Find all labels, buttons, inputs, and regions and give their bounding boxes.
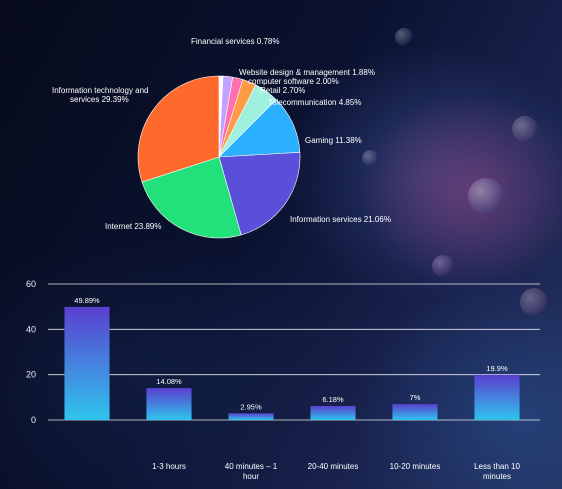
bar bbox=[392, 404, 438, 420]
pie-label: computer software 2.00% bbox=[248, 77, 339, 86]
bar bbox=[64, 306, 110, 420]
pie-label: Internet 23.89% bbox=[105, 222, 161, 231]
bar-value-label: 19.9% bbox=[486, 364, 508, 373]
pie-label: Gaming 11.38% bbox=[305, 136, 362, 145]
bar-chart: 0 20 40 60 49.89% 14.08% 1-3 hours 2.95% 40 minu… bbox=[26, 279, 540, 481]
bar-value-label: 6.18% bbox=[322, 395, 344, 404]
bar bbox=[474, 374, 520, 420]
bar-value-label: 49.89% bbox=[74, 296, 100, 305]
bar-value-label: 14.08% bbox=[156, 377, 182, 386]
category-label: 40 minutes – 1 hour bbox=[225, 462, 278, 481]
category-label: 20-40 minutes bbox=[308, 462, 359, 471]
pie-label: Telecommunication 4.85% bbox=[268, 98, 361, 107]
y-tick-label: 20 bbox=[26, 370, 36, 380]
y-tick-label: 60 bbox=[26, 279, 36, 289]
category-label: Less than 10 minutes bbox=[474, 462, 520, 481]
pie-label: Information services 21.06% bbox=[290, 215, 391, 224]
bar bbox=[228, 413, 274, 420]
y-tick-label: 0 bbox=[31, 415, 36, 425]
y-tick-label: 40 bbox=[26, 324, 36, 334]
bar bbox=[146, 388, 192, 420]
pie-label: Retail 2.70% bbox=[260, 86, 305, 95]
pie-slice bbox=[137, 75, 220, 183]
pie-slice bbox=[141, 156, 242, 239]
category-label: 1-3 hours bbox=[152, 462, 186, 471]
category-label: 10-20 minutes bbox=[390, 462, 441, 471]
pie-slice bbox=[218, 152, 301, 236]
pie-label: Financial services 0.78% bbox=[191, 37, 279, 46]
bar-value-label: 7% bbox=[410, 393, 421, 402]
pie-labels: Financial services 0.78% Website design &… bbox=[52, 37, 391, 231]
bar-value-label: 2.95% bbox=[240, 402, 262, 411]
bar bbox=[310, 405, 356, 420]
pie-chart bbox=[137, 75, 301, 239]
pie-label: Information technology and services 29.39… bbox=[52, 86, 149, 104]
pie-label: Website design & management 1.88% bbox=[239, 68, 375, 77]
